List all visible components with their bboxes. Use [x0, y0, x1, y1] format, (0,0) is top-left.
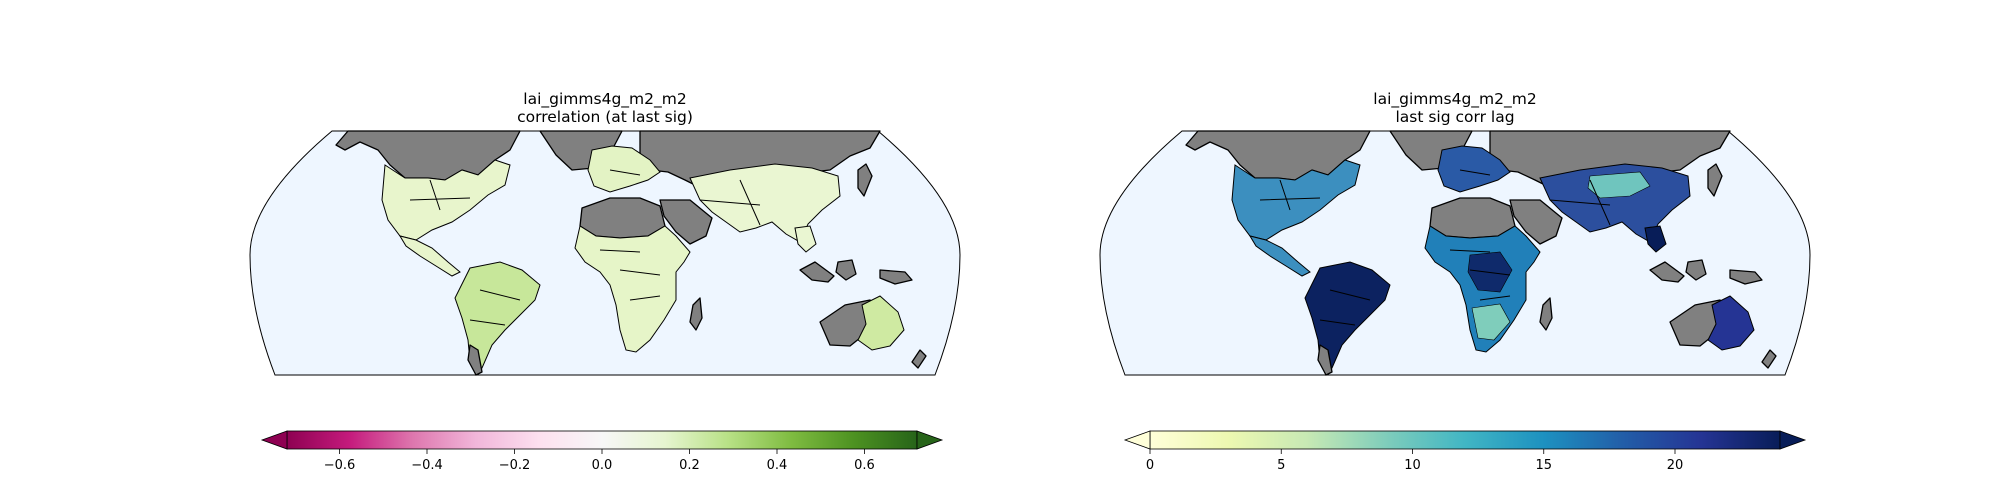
land-borneo [835, 259, 857, 281]
map [249, 130, 961, 376]
map [1099, 130, 1811, 376]
colorbar-extend-low [1123, 430, 1151, 450]
land-papua [1729, 269, 1763, 285]
land-sumatra [799, 261, 835, 283]
colorbar-gradient [286, 430, 918, 450]
land-new-zealand [911, 349, 927, 369]
colorbar-tick-label: 0.2 [679, 458, 700, 473]
land-europe-data [1437, 145, 1511, 193]
land-south-america-data [1304, 261, 1391, 376]
panel-lag: lai_gimms4g_m2_m2 last sig corr lag [1099, 90, 1811, 473]
colorbar-tick-label: −0.2 [499, 458, 531, 473]
panel-title-line1: lai_gimms4g_m2_m2 [523, 90, 686, 109]
land-north-america-data [1231, 159, 1361, 241]
land-arabia-masked [1509, 199, 1563, 245]
land-borneo [1685, 259, 1707, 281]
land-japan [857, 163, 873, 197]
land-central-america [1248, 235, 1311, 277]
colorbar-tick-label: 15 [1535, 458, 1552, 473]
land-new-zealand [1761, 349, 1777, 369]
land-indochina [1644, 225, 1667, 253]
land-central-america [398, 235, 461, 277]
colorbar-extend-high [916, 430, 944, 450]
land-south-america-masked [1317, 344, 1333, 376]
colorbar-tick-label: 20 [1667, 458, 1684, 473]
land-europe-data [587, 145, 661, 193]
panel-correlation: lai_gimms4g_m2_m2 correlation (at last s… [249, 90, 961, 473]
land-south-america-masked [467, 344, 483, 376]
panel-title-line1: lai_gimms4g_m2_m2 [1373, 90, 1536, 109]
colorbar-ticks: 0 5 10 15 20 [1146, 449, 1683, 473]
land-africa-data [574, 225, 691, 353]
panel-title-line2: correlation (at last sig) [517, 108, 693, 126]
land-australia-data [857, 295, 905, 351]
land-japan [1707, 163, 1723, 197]
colorbar-tick-label: 10 [1404, 458, 1421, 473]
land-australia-data [1707, 295, 1755, 351]
colorbar-tick-label: 0.0 [592, 458, 613, 473]
colorbar-ticks: −0.6 −0.4 −0.2 0.0 0.2 0.4 0.6 [324, 449, 875, 473]
land-madagascar [1539, 297, 1553, 331]
colorbar: 0 5 10 15 20 [1123, 430, 1807, 473]
land-asia-lag-patch [1587, 171, 1651, 199]
panel-title-line2: last sig corr lag [1395, 108, 1514, 126]
colorbar: −0.6 −0.4 −0.2 0.0 0.2 0.4 0.6 [260, 430, 944, 473]
land-sahara-masked [1429, 197, 1516, 239]
colorbar-extend-low [260, 430, 288, 450]
land-madagascar [689, 297, 703, 331]
land-south-america-data [454, 261, 541, 376]
land-north-america-data [381, 159, 511, 241]
land-arabia-masked [659, 199, 713, 245]
land-sahara-masked [579, 197, 666, 239]
colorbar-gradient [1149, 430, 1781, 450]
land-sumatra [1649, 261, 1685, 283]
colorbar-tick-label: 0 [1146, 458, 1154, 473]
country-borders [409, 169, 761, 326]
country-borders [1259, 169, 1611, 326]
land-south-africa-lag-patch [1471, 303, 1511, 341]
land-papua [879, 269, 913, 285]
colorbar-tick-label: −0.6 [324, 458, 356, 473]
colorbar-tick-label: −0.4 [411, 458, 443, 473]
land-indochina [794, 225, 817, 253]
colorbar-extend-high [1779, 430, 1807, 450]
colorbar-tick-label: 0.4 [767, 458, 788, 473]
colorbar-tick-label: 5 [1277, 458, 1285, 473]
colorbar-tick-label: 0.6 [854, 458, 875, 473]
